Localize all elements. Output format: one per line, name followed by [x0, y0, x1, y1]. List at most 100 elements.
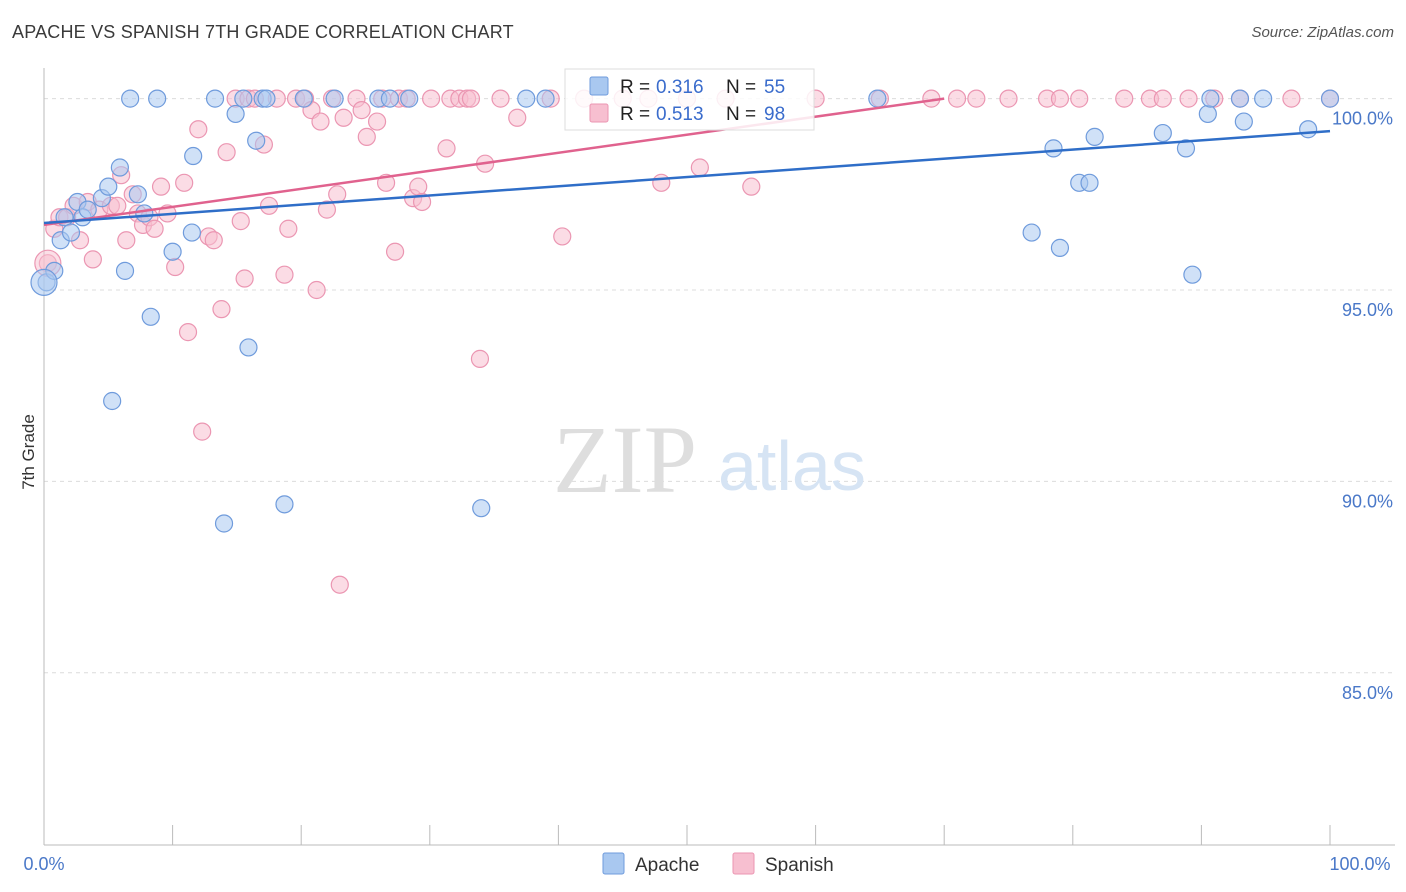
- spanish-point-44: [317, 200, 337, 219]
- y-tick-labels: 100.0% 95.0% 90.0% 85.0%: [1332, 109, 1393, 703]
- x-tick-label-min: 0.0%: [23, 854, 64, 874]
- spanish-point-22: [178, 323, 198, 342]
- y-tick-label-2: 90.0%: [1342, 491, 1393, 511]
- apache-point-54: [1320, 89, 1340, 108]
- series-legend: Apache Spanish: [602, 852, 834, 876]
- spanish-point-86: [999, 89, 1018, 108]
- spanish-point-51: [357, 127, 376, 146]
- spanish-point-27: [212, 300, 231, 319]
- stats-legend-n-value-spanish: 98: [764, 104, 785, 125]
- spanish-point-7: [83, 250, 102, 269]
- apache-point-14: [141, 307, 160, 326]
- apache-point-25: [239, 338, 258, 357]
- stats-legend-n-label-apache: N =: [726, 77, 761, 98]
- apache-point-40: [1044, 139, 1063, 158]
- spanish-point-28: [217, 143, 236, 162]
- spanish-point-38: [279, 219, 298, 238]
- spanish-point-42: [307, 280, 326, 300]
- apache-point-38: [868, 89, 887, 108]
- apache-point-29: [275, 495, 294, 514]
- x-tick-label-max: 100.0%: [1329, 854, 1390, 874]
- spanish-point-78: [690, 158, 709, 177]
- spanish-point-93: [1179, 89, 1198, 108]
- apache-point-20: [184, 146, 203, 166]
- spanish-point-10: [108, 196, 127, 215]
- spanish-point-89: [1070, 89, 1089, 108]
- apache-point-51: [1234, 112, 1253, 131]
- apache-point-9: [99, 177, 118, 196]
- apache-point-10: [110, 158, 129, 177]
- spanish-point-84: [947, 89, 967, 108]
- spanish-point-48: [330, 575, 349, 594]
- y-axis-label: 7th Grade: [19, 414, 38, 490]
- spanish-point-59: [409, 177, 428, 196]
- apache-point-49: [1201, 89, 1220, 108]
- apache-point-44: [1085, 127, 1104, 146]
- spanish-point-52: [367, 112, 387, 131]
- apache-point-39: [1022, 223, 1041, 242]
- apache-point-50: [1230, 89, 1250, 108]
- apache-point-edge: [30, 268, 58, 296]
- chart-title: APACHE VS SPANISH 7TH GRADE CORRELATION …: [12, 22, 514, 42]
- stats-legend-r-value-spanish: 0.513: [656, 104, 704, 125]
- spanish-point-18: [151, 177, 171, 196]
- spanish-point-92: [1153, 89, 1172, 108]
- apache-point-52: [1254, 89, 1273, 108]
- spanish-point-80: [742, 177, 761, 196]
- apache-point-15: [103, 391, 122, 411]
- stats-legend-swatch-spanish: [589, 103, 609, 123]
- apache-point-35: [472, 499, 491, 518]
- spanish-point-61: [421, 89, 441, 108]
- apache-point-12: [128, 185, 147, 204]
- spanish-point-90: [1115, 89, 1134, 108]
- apache-trendline: [43, 129, 1331, 225]
- apache-point-45: [1153, 123, 1172, 143]
- spanish-point-24: [193, 422, 212, 441]
- watermark: ZIP atlas: [553, 406, 866, 513]
- spanish-point-30: [231, 212, 250, 231]
- apache-point-41: [1050, 238, 1070, 257]
- apache-point-43: [1080, 173, 1099, 192]
- watermark-zip: ZIP: [553, 406, 697, 513]
- spanish-point-26: [204, 231, 223, 250]
- stats-legend-n-label-spanish: N =: [726, 104, 761, 125]
- apache-point-19: [182, 223, 201, 242]
- apache-point-47: [1183, 265, 1202, 284]
- stats-legend-n-value-apache: 55: [764, 77, 785, 98]
- apache-point-18: [163, 242, 182, 261]
- stats-legend-r-value-apache: 0.316: [656, 77, 704, 98]
- apache-point-26: [247, 131, 266, 150]
- apache-point-7: [78, 200, 97, 219]
- spanish-point-66: [461, 89, 481, 108]
- spanish-point-70: [508, 108, 527, 127]
- stats-legend: R = 0.316 N = 55 R = 0.513 N = 98: [564, 68, 815, 131]
- axes: [43, 68, 1395, 846]
- apache-point-23: [226, 104, 245, 124]
- legend-label-apache: Apache: [635, 855, 699, 876]
- spanish-point-21: [175, 173, 194, 192]
- spanish-point-17: [145, 219, 164, 238]
- apache-point-4: [61, 223, 81, 242]
- stats-legend-r-label-spanish: R =: [620, 104, 655, 125]
- spanish-point-47: [334, 108, 353, 127]
- spanish-point-46: [328, 185, 347, 204]
- y-tick-label-1: 95.0%: [1342, 300, 1393, 320]
- spanish-point-23: [189, 120, 208, 139]
- stats-legend-swatch-apache: [589, 76, 609, 96]
- spanish-point-67: [470, 349, 490, 368]
- spanish-point-88: [1050, 89, 1070, 108]
- apache-point-16: [121, 89, 140, 108]
- apache-point-33: [380, 89, 400, 108]
- spanish-point-20: [166, 257, 185, 277]
- y-tick-label-0: 100.0%: [1332, 109, 1393, 129]
- x-tick-labels: 0.0% 100.0%: [23, 854, 1390, 874]
- spanish-point-62: [437, 139, 456, 158]
- spanish-point-69: [491, 89, 510, 108]
- spanish-point-96: [1282, 89, 1301, 108]
- spanish-point-55: [385, 242, 405, 261]
- apache-point-13: [135, 204, 154, 223]
- apache-point-11: [115, 261, 135, 280]
- spanish-point-60: [412, 192, 432, 212]
- apache-point-36: [517, 89, 536, 108]
